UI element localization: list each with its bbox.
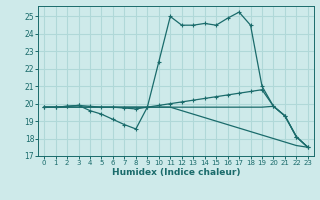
X-axis label: Humidex (Indice chaleur): Humidex (Indice chaleur) — [112, 168, 240, 177]
